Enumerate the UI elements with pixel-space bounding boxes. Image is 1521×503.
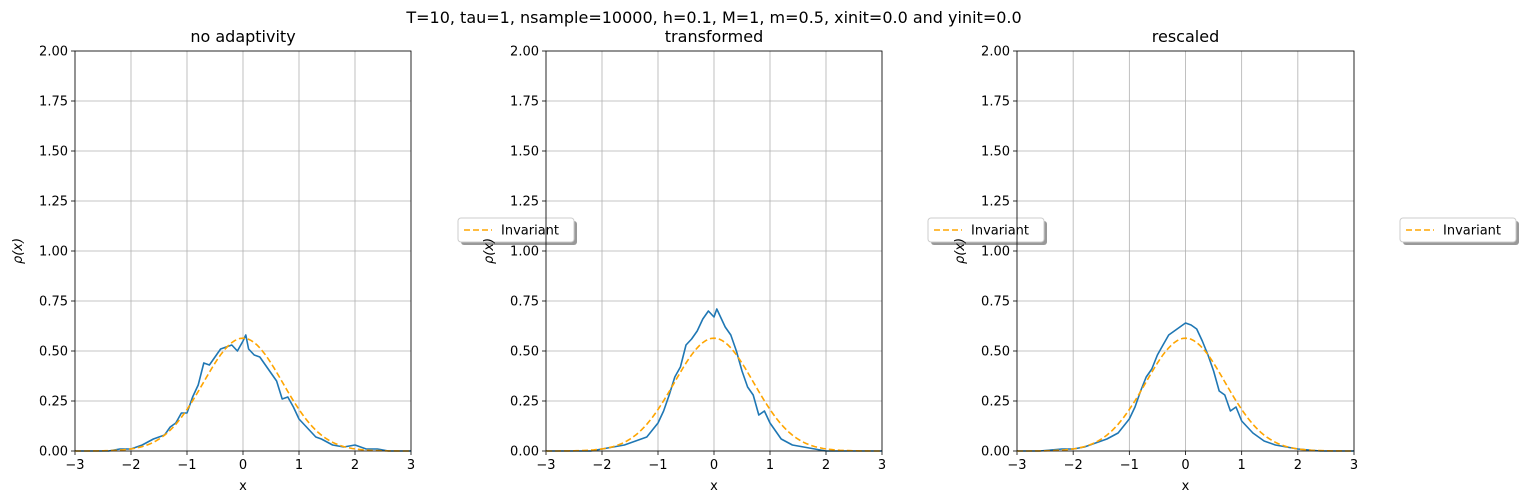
axes-frame xyxy=(545,50,883,452)
legend-box xyxy=(927,217,1045,243)
x-tick-label: −2 xyxy=(592,458,611,473)
y-tick-label: 0.00 xyxy=(39,445,68,460)
y-tick-label: 0.25 xyxy=(981,395,1010,410)
x-tick-label: 1 xyxy=(766,458,774,473)
axes-frame xyxy=(74,50,412,452)
invariant-density-line xyxy=(546,337,882,452)
y-tick-label: 0.75 xyxy=(39,295,68,310)
y-tick-label: 0.25 xyxy=(39,395,68,410)
x-tick-label: −1 xyxy=(648,458,667,473)
y-tick-label: 0.00 xyxy=(981,445,1010,460)
x-tick-label: 0 xyxy=(710,458,718,473)
legend: Invariant xyxy=(927,217,1047,245)
y-tick-label: 0.00 xyxy=(510,445,539,460)
y-tick-label: 0.50 xyxy=(39,345,68,360)
y-tick-label: 1.00 xyxy=(510,245,539,260)
y-tick-label: 1.50 xyxy=(39,145,68,160)
chart-panel-2: −3 −2 −1 0 1 2 3 0.00 0.25 0.50 0.75 1.00 1.25 1.50 1.… xyxy=(482,27,886,494)
legend: Invariant xyxy=(1399,217,1519,245)
x-tick-label: −1 xyxy=(177,458,196,473)
y-tick-label: 0.50 xyxy=(510,345,539,360)
y-tick-label: 1.50 xyxy=(981,145,1010,160)
figure-suptitle: T=10, tau=1, nsample=10000, h=0.1, M=1, … xyxy=(405,8,1021,27)
legend-label-invariant: Invariant xyxy=(501,224,559,239)
x-tick-label: 2 xyxy=(351,458,359,473)
legend-box xyxy=(1399,217,1517,243)
x-tick-label: −3 xyxy=(1007,458,1026,473)
x-tick-label: 0 xyxy=(1181,458,1189,473)
y-tick-label: 0.50 xyxy=(981,345,1010,360)
y-axis-label: ρ(x) xyxy=(482,238,497,264)
x-tick-label: −3 xyxy=(536,458,555,473)
x-tick-label: 3 xyxy=(407,458,415,473)
invariant-density-line xyxy=(75,337,411,452)
panel-title: no adaptivity xyxy=(190,27,295,46)
x-tick-label: −2 xyxy=(1064,458,1083,473)
y-tick-label: 1.25 xyxy=(510,195,539,210)
panel-title: transformed xyxy=(665,27,763,46)
y-tick-label: 0.75 xyxy=(981,295,1010,310)
x-axis-label: x xyxy=(710,479,718,494)
axes-frame xyxy=(1016,50,1355,452)
x-tick-label: 3 xyxy=(878,458,886,473)
y-tick-label: 1.25 xyxy=(981,195,1010,210)
legend-label-invariant: Invariant xyxy=(1443,224,1501,239)
legend: Invariant xyxy=(457,217,577,245)
x-tick-label: 2 xyxy=(822,458,830,473)
empirical-density-line xyxy=(1017,322,1354,452)
x-tick-label: 0 xyxy=(239,458,247,473)
x-tick-label: 3 xyxy=(1350,458,1358,473)
invariant-density-line xyxy=(1017,337,1354,452)
y-tick-label: 2.00 xyxy=(510,45,539,60)
chart-panel-3: −3 −2 −1 0 1 2 3 0.00 0.25 0.50 0.75 1.00 1.25 1.50 1.… xyxy=(953,27,1358,494)
y-tick-label: 1.75 xyxy=(39,95,68,110)
y-tick-label: 1.00 xyxy=(981,245,1010,260)
y-tick-label: 1.00 xyxy=(39,245,68,260)
x-tick-label: 1 xyxy=(1238,458,1246,473)
y-tick-label: 1.75 xyxy=(981,95,1010,110)
x-tick-label: 2 xyxy=(1294,458,1302,473)
x-tick-label: 1 xyxy=(295,458,303,473)
x-tick-label: −1 xyxy=(1120,458,1139,473)
y-tick-label: 1.25 xyxy=(39,195,68,210)
y-axis-label: ρ(x) xyxy=(11,238,26,264)
legend-box xyxy=(457,217,575,243)
x-axis-label: x xyxy=(239,479,247,494)
y-tick-label: 2.00 xyxy=(39,45,68,60)
chart-panel-1: −3 −2 −1 0 1 2 3 0.00 0.25 0.50 0.75 1.00 1.25 1.50 1.… xyxy=(11,27,415,494)
x-tick-label: −2 xyxy=(121,458,140,473)
y-tick-label: 1.75 xyxy=(510,95,539,110)
y-tick-label: 2.00 xyxy=(981,45,1010,60)
legend-label-invariant: Invariant xyxy=(971,224,1029,239)
y-tick-label: 0.25 xyxy=(510,395,539,410)
y-tick-label: 0.75 xyxy=(510,295,539,310)
panel-title: rescaled xyxy=(1152,27,1219,46)
y-axis-label: ρ(x) xyxy=(953,238,968,264)
x-tick-label: −3 xyxy=(65,458,84,473)
x-axis-label: x xyxy=(1182,479,1190,494)
y-tick-label: 1.50 xyxy=(510,145,539,160)
empirical-density-line xyxy=(546,308,882,452)
